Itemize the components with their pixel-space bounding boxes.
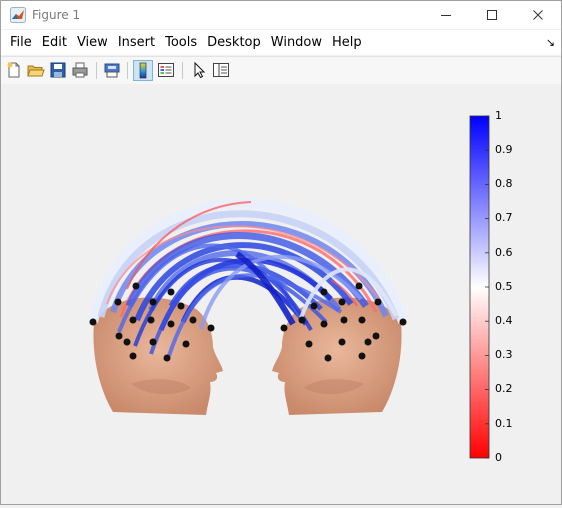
title-bar: Figure 1 [1,1,561,29]
close-icon [533,10,543,20]
colorbar-tick-label: 0.7 [495,211,513,224]
colorbar-tick-label: 0.3 [495,348,513,361]
menu-window[interactable]: Window [270,35,323,50]
colorbar-tick-label: 0.8 [495,177,513,190]
right-head [272,297,402,415]
new-figure-icon[interactable] [5,61,23,79]
property-inspector-icon[interactable] [212,61,230,79]
colorbar-tick-label: 0.1 [495,417,513,430]
window-title: Figure 1 [32,8,81,22]
menu-desktop[interactable]: Desktop [207,35,261,50]
menu-insert[interactable]: Insert [117,35,156,50]
colorbar-toggle-button[interactable] [133,60,153,81]
colorbar-tick-label: 0.4 [495,314,513,327]
open-file-icon[interactable] [27,61,45,79]
colorbar-tick-label: 0.5 [495,280,513,293]
colorbar-tick-label: 0.6 [495,246,513,259]
minimize-icon [441,15,451,16]
close-button[interactable] [515,1,561,29]
menu-bar: File Edit View Insert Tools Desktop Wind… [1,30,561,55]
colorbar-tick-label: 0.9 [495,143,513,156]
colorbar-tick-label: 0.2 [495,382,513,395]
menu-view[interactable]: View [76,35,108,50]
colorbar-ticks [485,115,489,459]
menu-file[interactable]: File [10,35,32,50]
print-preview-icon[interactable] [103,61,121,79]
print-icon[interactable] [71,61,89,79]
toolbar [1,56,561,85]
matlab-logo-icon [10,7,26,23]
colorbar-tick-label: 1 [495,109,502,122]
minimize-button[interactable] [423,1,469,29]
maximize-icon [487,10,497,20]
toolbar-separator [182,62,183,79]
dock-arrow-icon[interactable]: ↘ [545,36,555,49]
axes-3d-plot[interactable] [1,84,561,504]
connectivity-arcs [88,198,408,357]
menu-tools[interactable]: Tools [165,35,198,50]
colorbar-icon [139,62,147,79]
left-head [93,297,223,415]
toolbar-separator [127,62,128,79]
toolbar-separator [96,62,97,79]
menu-edit[interactable]: Edit [41,35,67,50]
save-icon[interactable] [49,61,67,79]
colorbar-tick-label: 0 [495,451,502,464]
maximize-button[interactable] [469,1,515,29]
pointer-icon[interactable] [190,61,208,79]
menu-help[interactable]: Help [332,35,362,50]
legend-icon[interactable] [157,61,175,79]
figure-canvas[interactable]: 1 0.9 0.8 0.7 0.6 0.5 0.4 0.3 0.2 0.1 0 [1,84,561,504]
electrodes [89,282,407,362]
